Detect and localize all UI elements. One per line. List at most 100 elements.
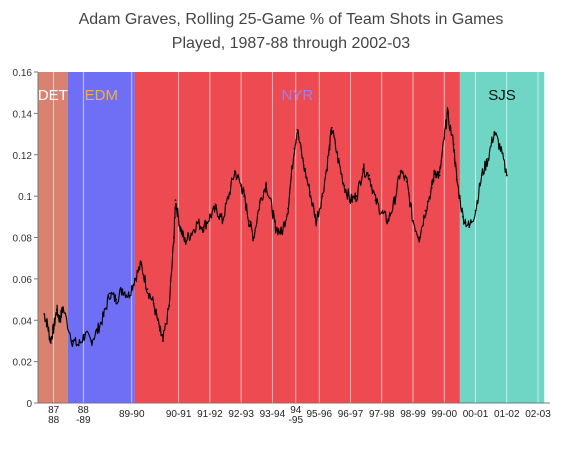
chart-title: Adam Graves, Rolling 25-Game % of Team S… — [0, 8, 582, 56]
data-point — [102, 315, 105, 318]
data-point — [330, 126, 333, 129]
data-point — [499, 147, 502, 150]
data-point — [424, 209, 427, 212]
x-tick-label: 96-97 — [338, 409, 364, 420]
data-point — [455, 178, 458, 181]
x-tick-label: -95 — [289, 415, 304, 426]
data-point — [127, 294, 130, 297]
data-point — [202, 226, 205, 229]
data-point — [337, 157, 339, 160]
x-tick-label: 00-01 — [463, 409, 489, 420]
data-point — [438, 174, 441, 177]
x-tick-label: 97-98 — [369, 409, 395, 420]
data-point — [271, 209, 274, 212]
x-tick-label: 94 — [290, 405, 302, 416]
data-point — [468, 226, 471, 229]
data-point — [296, 129, 299, 131]
data-point — [446, 112, 449, 115]
y-tick-label: 0.16 — [13, 68, 33, 79]
x-tick-label: 91-92 — [197, 409, 223, 420]
data-point — [243, 195, 246, 198]
x-tick-label: 02-03 — [525, 409, 551, 420]
team-label-sjs: SJS — [488, 87, 516, 104]
data-point — [418, 236, 421, 239]
data-point — [287, 207, 289, 210]
data-point — [452, 143, 455, 146]
data-point — [215, 207, 218, 210]
data-point — [140, 263, 143, 266]
y-tick-label: 0.12 — [13, 151, 33, 162]
data-point — [174, 199, 177, 202]
data-point — [248, 220, 250, 222]
data-point — [343, 184, 346, 187]
y-tick-label: 0 — [26, 399, 32, 410]
data-point — [183, 240, 186, 243]
data-point — [55, 309, 58, 311]
data-point — [265, 182, 268, 185]
data-point — [412, 220, 414, 222]
x-tick-label: 90-91 — [166, 409, 192, 420]
y-tick-label: 0.08 — [13, 234, 33, 245]
data-point — [77, 344, 80, 346]
data-point — [349, 199, 352, 202]
data-point — [252, 236, 255, 239]
data-point — [83, 333, 86, 336]
data-point — [443, 137, 446, 140]
data-point — [374, 199, 377, 202]
data-point — [368, 174, 371, 177]
x-tick-label: 01-02 — [494, 409, 520, 420]
data-point — [321, 195, 324, 198]
data-point — [108, 292, 111, 295]
x-tick-label: 88 — [78, 405, 90, 416]
data-point — [196, 222, 199, 224]
x-tick-label: 92-93 — [228, 409, 254, 420]
x-tick-label: 87 — [48, 405, 60, 416]
data-point — [505, 174, 508, 177]
data-point — [58, 319, 61, 322]
data-point — [221, 220, 224, 222]
data-point — [62, 306, 64, 309]
team-label-nyr: NYR — [282, 87, 314, 104]
data-point — [179, 226, 182, 229]
data-point — [487, 157, 489, 160]
y-tick-label: 0.06 — [13, 275, 33, 286]
team-band-edm — [67, 72, 135, 403]
data-point — [208, 215, 211, 218]
data-point — [493, 131, 496, 133]
team-label-det: DET — [38, 87, 68, 104]
data-point — [173, 236, 175, 239]
data-point — [158, 329, 161, 332]
data-point — [133, 277, 136, 280]
data-point — [399, 170, 402, 173]
x-tick-label: 89-90 — [119, 409, 145, 420]
y-tick-label: 0.02 — [13, 358, 33, 369]
data-point — [387, 220, 389, 222]
data-point — [315, 220, 318, 222]
data-point — [52, 327, 55, 330]
data-point — [293, 147, 296, 150]
y-tick-label: 0.14 — [13, 109, 33, 120]
x-tick-label: -89 — [76, 415, 91, 426]
data-point — [49, 340, 52, 342]
x-tick-label: 93-94 — [260, 409, 286, 420]
data-point — [115, 298, 118, 301]
data-point — [258, 201, 261, 204]
data-point — [474, 209, 477, 212]
data-point — [433, 170, 436, 173]
data-point — [430, 186, 433, 189]
data-point — [43, 313, 46, 315]
data-point — [480, 174, 483, 177]
data-point — [71, 340, 74, 342]
data-point — [146, 288, 149, 291]
data-point — [302, 164, 305, 166]
data-point — [362, 168, 364, 171]
data-point — [162, 340, 164, 342]
data-point — [227, 195, 230, 198]
data-point — [380, 211, 383, 214]
chart-title-line-2: Played, 1987-88 through 2002-03 — [171, 35, 411, 52]
data-point — [308, 191, 311, 193]
data-point — [280, 232, 283, 235]
data-point — [90, 340, 93, 342]
data-point — [121, 288, 124, 291]
